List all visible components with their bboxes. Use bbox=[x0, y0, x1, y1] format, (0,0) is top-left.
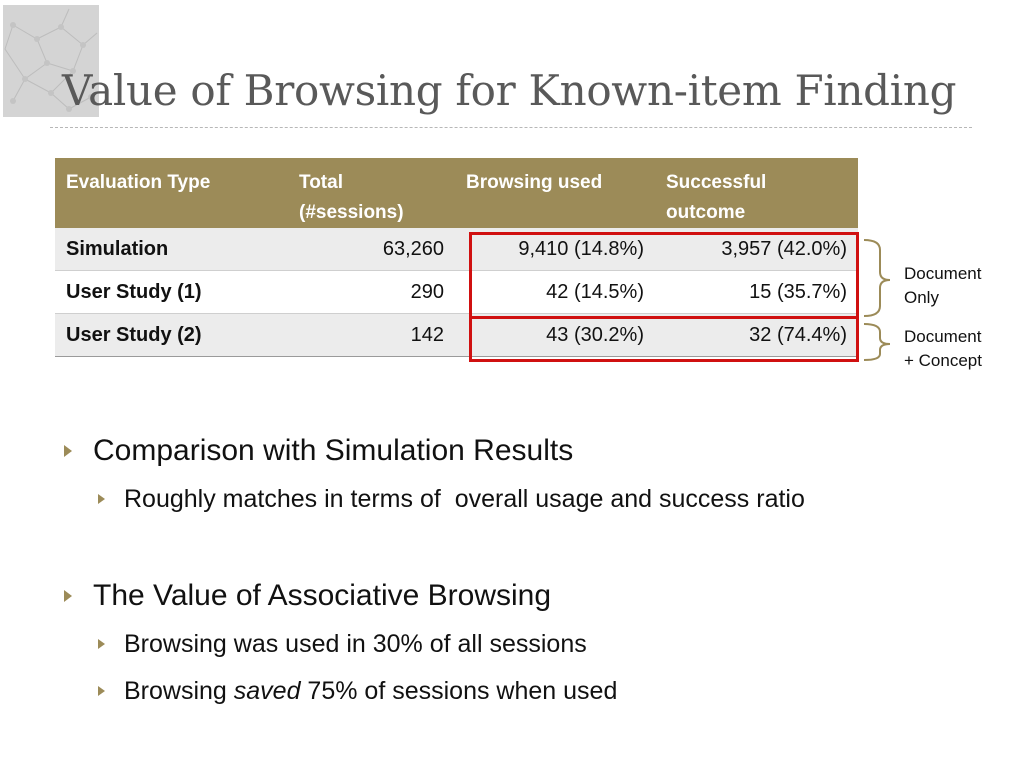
table-header-row: Evaluation Type Total (#sessions) Browsi… bbox=[55, 158, 858, 228]
table-row: Simulation 63,260 9,410 (14.8%) 3,957 (4… bbox=[55, 228, 858, 271]
bullet-text: Browsing was used in 30% of all sessions bbox=[124, 630, 587, 658]
bracket-annotations bbox=[863, 239, 891, 361]
row-success: 32 (74.4%) bbox=[655, 313, 858, 357]
bullet-arrow-icon bbox=[98, 686, 105, 696]
header-successful-outcome: Successful outcome bbox=[655, 158, 858, 228]
evaluation-table: Evaluation Type Total (#sessions) Browsi… bbox=[55, 158, 858, 357]
row-name: User Study (1) bbox=[55, 270, 288, 314]
network-pattern-image bbox=[4, 8, 98, 112]
bullet-text: Comparison with Simulation Results bbox=[93, 434, 574, 467]
sub-bullet-roughly-matches: Roughly matches in terms of overall usag… bbox=[98, 485, 805, 514]
bullet-arrow-icon bbox=[64, 445, 72, 457]
bullet-comparison: Comparison with Simulation Results bbox=[64, 434, 574, 468]
row-success: 15 (35.7%) bbox=[655, 270, 858, 314]
sub-bullet-browsing-saved: Browsing saved 75% of sessions when used bbox=[98, 677, 618, 706]
sub-bullet-browsing-used: Browsing was used in 30% of all sessions bbox=[98, 630, 587, 659]
annotation-document-concept: Document + Concept bbox=[904, 325, 982, 373]
row-success: 3,957 (42.0%) bbox=[655, 228, 858, 271]
row-total: 290 bbox=[288, 270, 455, 314]
header-total-sessions: Total (#sessions) bbox=[288, 158, 455, 228]
table-row: User Study (2) 142 43 (30.2%) 32 (74.4%) bbox=[55, 313, 858, 357]
bullet-arrow-icon bbox=[98, 639, 105, 649]
annotation-line: Document bbox=[904, 327, 982, 346]
row-browsing: 9,410 (14.8%) bbox=[455, 228, 655, 271]
header-evaluation-type: Evaluation Type bbox=[55, 158, 288, 228]
header-browsing-used: Browsing used bbox=[455, 158, 655, 228]
annotation-line: Only bbox=[904, 288, 939, 307]
slide-title: Value of Browsing for Known-item Finding bbox=[62, 66, 957, 115]
row-total: 142 bbox=[288, 313, 455, 357]
table-row: User Study (1) 290 42 (14.5%) 15 (35.7%) bbox=[55, 270, 858, 314]
corner-decoration bbox=[3, 5, 99, 117]
right-brace-document-only bbox=[863, 239, 891, 317]
bullet-text-emphasis: saved bbox=[233, 677, 301, 705]
bullet-value-of-browsing: The Value of Associative Browsing bbox=[64, 579, 552, 613]
bullet-text-post: 75% of sessions when used bbox=[300, 677, 618, 705]
bullet-text: Roughly matches in terms of overall usag… bbox=[124, 485, 805, 513]
bullet-arrow-icon bbox=[98, 494, 105, 504]
title-divider bbox=[50, 127, 972, 128]
annotation-line: Document bbox=[904, 264, 982, 283]
bullet-text-pre: Browsing bbox=[124, 677, 234, 705]
annotation-line: + Concept bbox=[904, 351, 982, 370]
bullet-text: The Value of Associative Browsing bbox=[93, 579, 552, 612]
bullet-arrow-icon bbox=[64, 590, 72, 602]
row-name: User Study (2) bbox=[55, 313, 288, 357]
row-browsing: 43 (30.2%) bbox=[455, 313, 655, 357]
row-total: 63,260 bbox=[288, 228, 455, 271]
right-brace-document-concept bbox=[863, 323, 891, 361]
annotation-document-only: Document Only bbox=[904, 262, 981, 310]
row-name: Simulation bbox=[55, 228, 288, 271]
row-browsing: 42 (14.5%) bbox=[455, 270, 655, 314]
